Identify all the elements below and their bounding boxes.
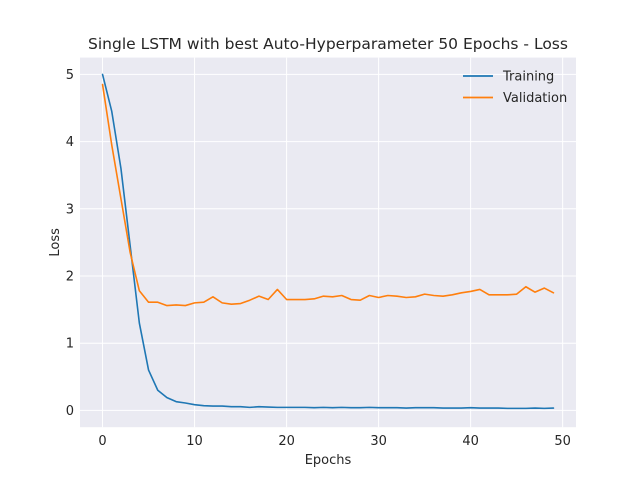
y-tick-label: 4 [66, 135, 74, 150]
series-lines [101, 73, 555, 410]
series-line-training [101, 73, 555, 410]
y-tick-label: 0 [66, 404, 74, 419]
x-tick-label: 50 [554, 434, 571, 449]
x-tick-label: 30 [370, 434, 387, 449]
grid [80, 57, 576, 428]
x-axis-label: Epochs [305, 453, 352, 468]
y-axis-label: Loss [48, 228, 63, 257]
y-tick-label: 1 [66, 337, 74, 352]
legend-label-training: Training [502, 70, 554, 85]
x-tick-label: 20 [278, 434, 295, 449]
y-tick-label: 5 [66, 68, 74, 83]
x-tick-label: 10 [186, 434, 203, 449]
x-tick-label: 40 [462, 434, 479, 449]
legend-label-validation: Validation [503, 91, 567, 106]
series-line-validation [101, 83, 555, 307]
tick-labels: 0 10 20 30 40 50 0 1 2 3 4 5 [66, 68, 571, 449]
x-tick-label: 0 [98, 434, 106, 449]
y-tick-label: 2 [66, 270, 74, 285]
y-tick-label: 3 [66, 202, 74, 217]
plot-background [80, 57, 576, 428]
chart-title: Single LSTM with best Auto-Hyperparamete… [88, 35, 568, 53]
legend: Training Validation [463, 70, 567, 106]
